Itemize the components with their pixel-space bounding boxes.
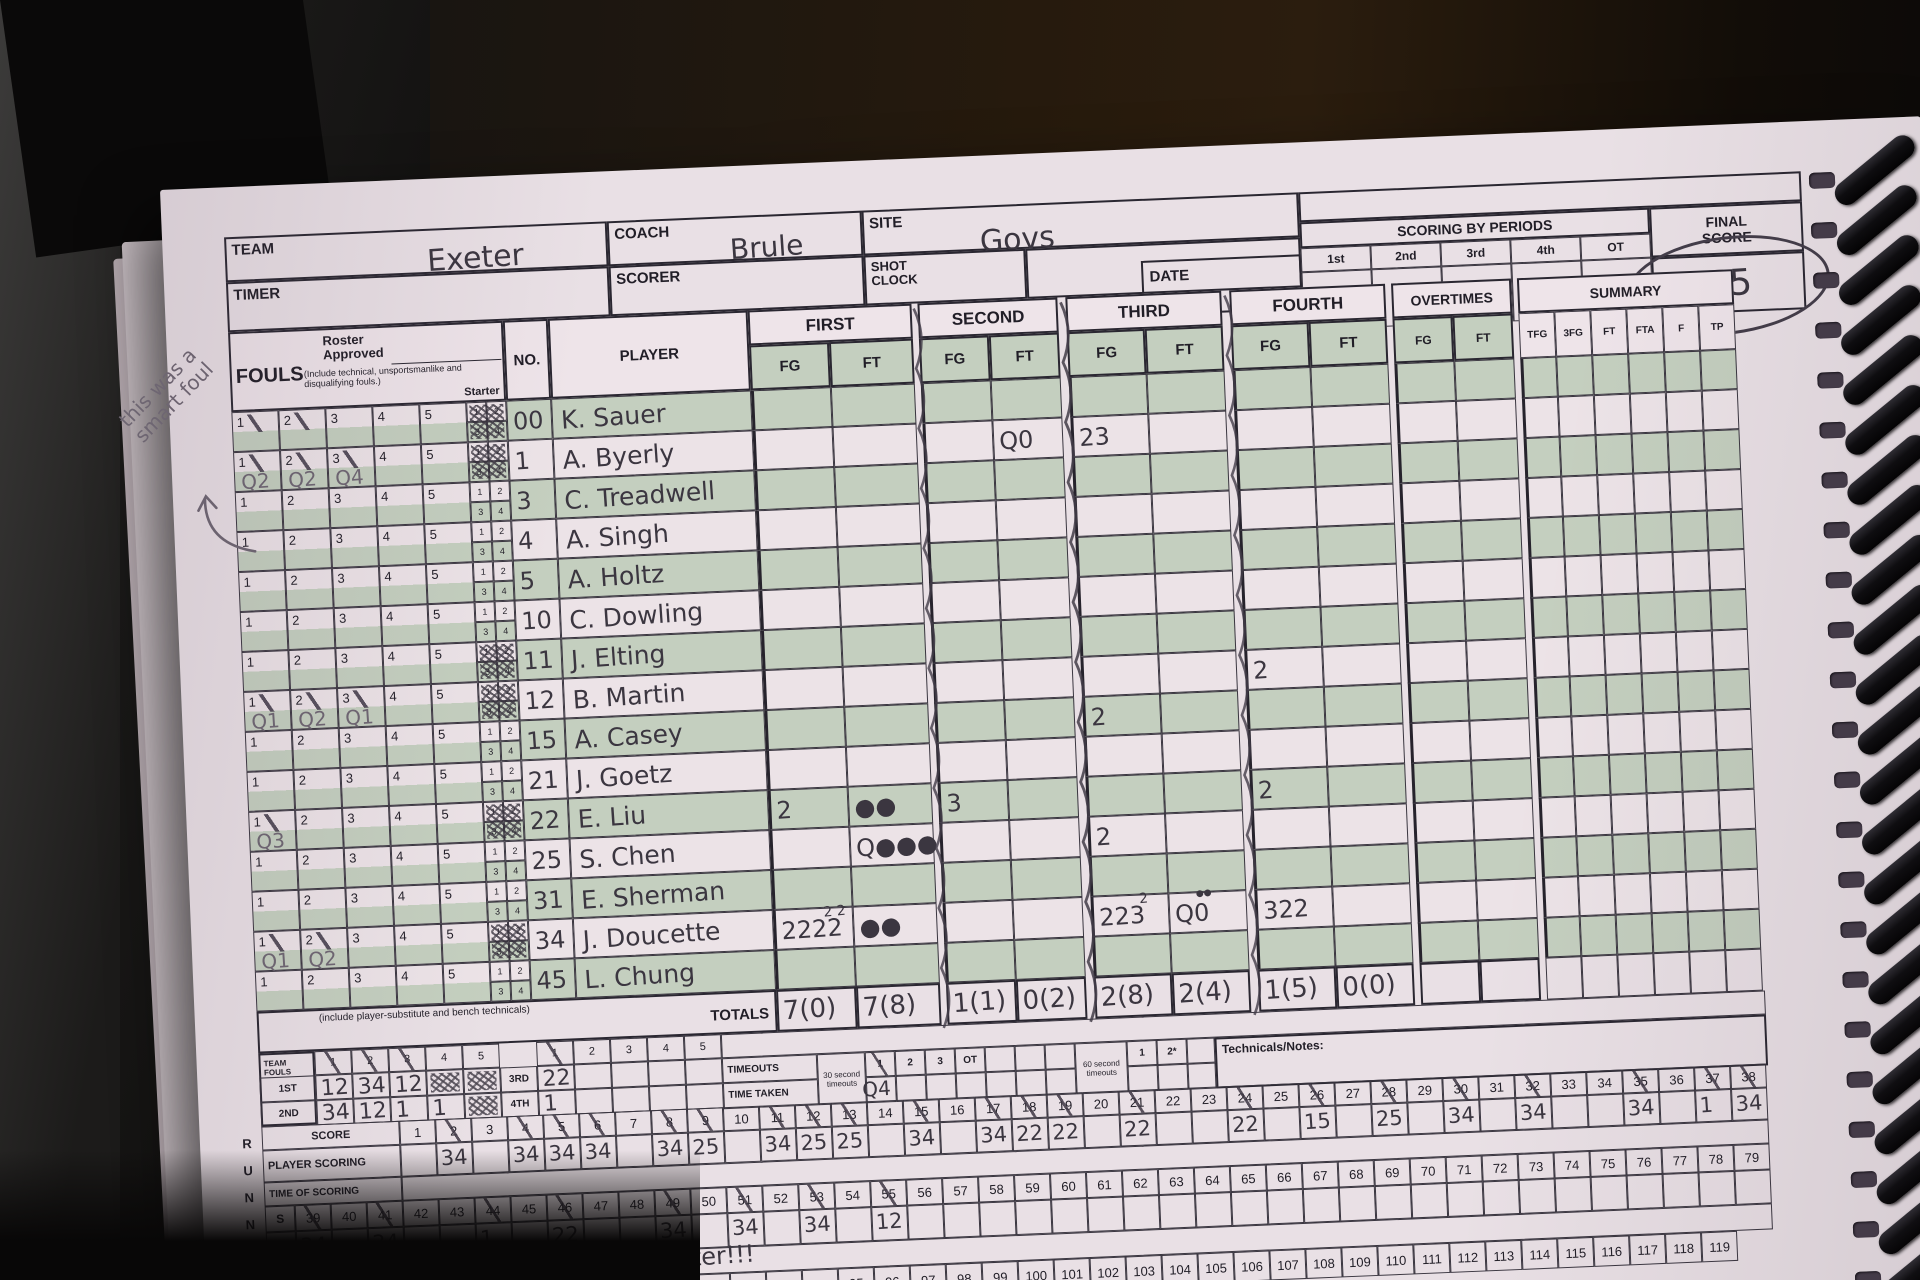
spiral-hole [1844,1021,1871,1039]
spiral-hole [1840,921,1867,939]
spiral-hole [1852,1220,1880,1239]
spiral-hole [1833,771,1861,789]
spiral-hole [1835,821,1863,839]
spiral-hole [1848,1121,1876,1139]
spiral-hole [1808,171,1836,189]
spiral-hole [1850,1170,1878,1189]
wavy-lines [160,116,1920,1280]
spiral-hole [1823,521,1851,539]
spiral-hole [1815,321,1842,339]
spiral-hole [1838,871,1865,889]
spiral-hole [1821,471,1848,489]
spiral-hole [1819,421,1846,439]
spiral-hole [1829,671,1857,689]
spiral-hole [1812,271,1840,289]
bottom-shadow [0,1150,700,1280]
spiral-hole [1854,1270,1882,1280]
spiral-hole [1846,1071,1874,1089]
spiral-hole [1842,971,1869,989]
margin-note-arrow [182,466,276,560]
spiral-hole [1825,571,1853,589]
scoresheet-paper: TEAM Exeter COACH Brule SITE Govs TIMER SCORER S… [114,116,1920,1280]
spiral-hole [1817,371,1844,389]
spiral-hole [1831,721,1859,739]
spiral-hole [1810,221,1838,239]
spiral-hole [1827,621,1855,639]
